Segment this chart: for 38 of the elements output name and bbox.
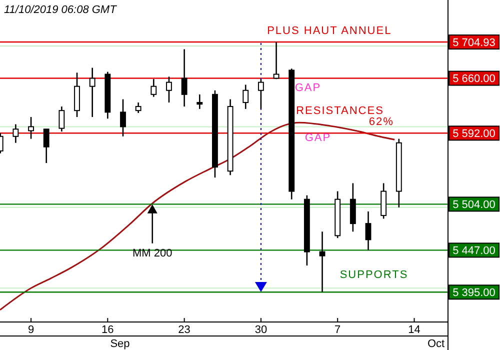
candlestick [28,116,34,140]
candlestick [242,84,249,110]
chart-title: 11/10/2019 06:08 GMT [4,4,118,16]
annotation: PLUS HAUT ANNUEL [267,25,392,38]
x-tick-label: 7 [334,324,341,336]
text: Oct [427,338,445,350]
candlestick [120,98,126,138]
candlestick [319,230,326,293]
candlestick [135,102,142,114]
ref-line-label: 5 660.00 [452,73,496,86]
candlestick [365,210,372,251]
candlestick [12,124,19,144]
x-tick-label: 14 [408,324,420,336]
ref-line-label: 5 447.00 [452,245,496,258]
ref-line-label: 5 704.93 [452,36,496,49]
x-tick-label: 23 [178,324,190,336]
x-tick-label: 30 [254,324,268,336]
annotation: SUPPORTS [340,269,408,281]
ref-line-label: 5 592.00 [452,128,496,140]
ref-line-label: 5 504.00 [452,199,496,212]
candlestick [43,128,50,164]
x-tick-label: 9 [28,324,34,336]
annotation: GAP [294,82,322,94]
annotation: GAP [304,132,332,144]
candlestick [150,78,157,98]
candlestick [89,67,96,118]
ref-line-label: 5 395.00 [452,286,496,299]
annotation: RESISTANCES [296,105,384,117]
annotation: 62% [368,116,394,128]
text: Sep [110,338,130,350]
candlestick [258,78,264,110]
candlestick [58,106,65,132]
candlestick [196,94,203,110]
candlestick [181,48,188,108]
candlestick [166,76,172,104]
x-tick-label: 16 [102,324,114,336]
annotation: MM 200 [132,247,172,260]
candlestick [273,41,280,80]
